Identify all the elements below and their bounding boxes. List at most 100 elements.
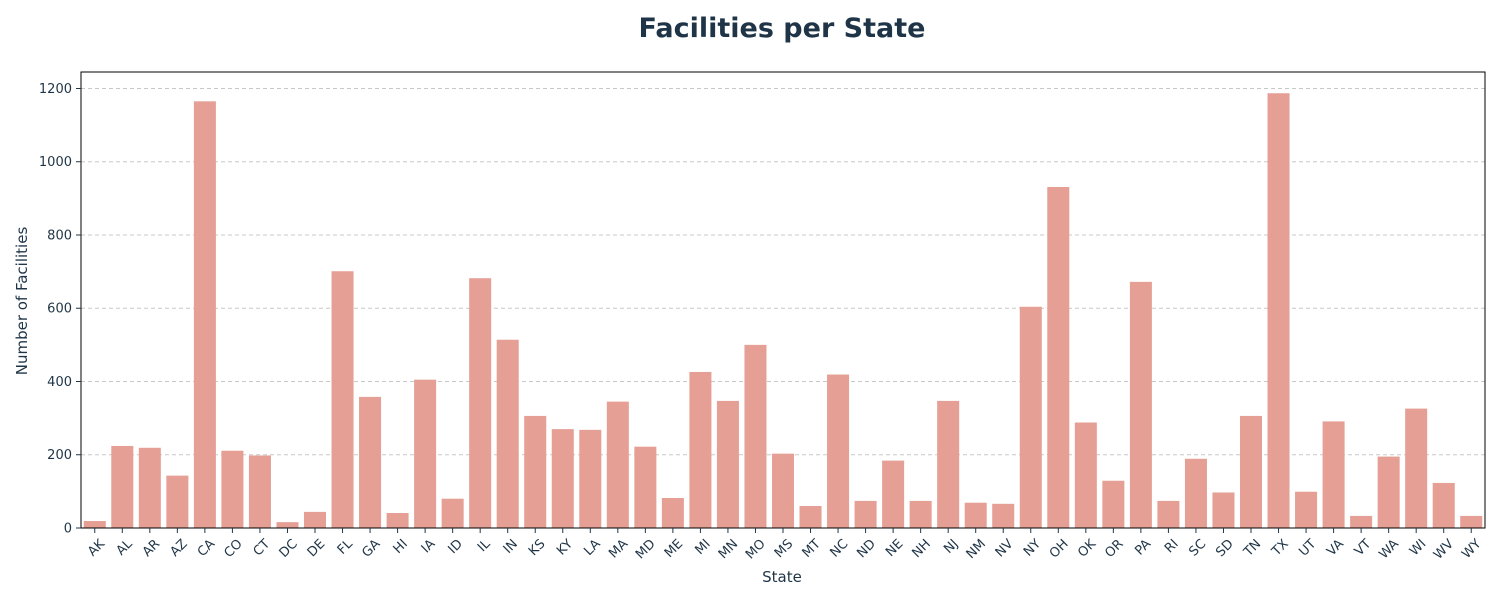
x-tick-label-nh: NH xyxy=(910,537,934,561)
bar-pa xyxy=(1129,281,1152,528)
x-tick-label-wa: WA xyxy=(1376,537,1402,563)
x-tick-label-nc: NC xyxy=(827,537,851,561)
bar-mn xyxy=(716,400,739,528)
bar-nj xyxy=(937,400,960,528)
x-tick-label-id: ID xyxy=(446,537,466,557)
x-tick-label-hi: HI xyxy=(391,537,411,557)
bar-vt xyxy=(1350,515,1373,528)
bar-ny xyxy=(1019,306,1042,528)
x-tick-label-ne: NE xyxy=(883,537,906,560)
bar-tn xyxy=(1239,415,1263,528)
x-tick-label-ky: KY xyxy=(554,537,576,559)
bar-ct xyxy=(248,455,271,528)
bar-nv xyxy=(992,503,1015,528)
x-tick-label-nj: NJ xyxy=(941,537,961,557)
x-tick-label-tn: TN xyxy=(1240,537,1264,561)
bar-ok xyxy=(1074,422,1097,528)
x-tick-label-me: ME xyxy=(662,537,686,561)
bar-co xyxy=(221,450,244,528)
bar-ms xyxy=(771,453,795,528)
x-tick-label-ak: AK xyxy=(85,536,108,559)
x-tick-label-ri: RI xyxy=(1162,537,1182,557)
y-tick-label: 800 xyxy=(47,228,72,243)
bar-ma xyxy=(606,401,629,528)
x-tick-label-al: AL xyxy=(114,536,137,559)
x-tick-label-in: IN xyxy=(501,537,521,557)
bar-nc xyxy=(827,374,850,528)
x-tick-label-tx: TX xyxy=(1269,537,1292,560)
bar-or xyxy=(1102,480,1125,528)
bar-mo xyxy=(744,344,767,528)
bar-sc xyxy=(1184,458,1207,528)
x-tick-label-mn: MN xyxy=(716,537,741,562)
y-tick-label: 400 xyxy=(47,375,72,390)
x-tick-label-md: MD xyxy=(633,537,659,563)
bar-wy xyxy=(1460,515,1483,528)
bar-la xyxy=(579,429,602,528)
bar-md xyxy=(634,446,657,528)
x-tick-label-nm: NM xyxy=(964,537,989,562)
bar-oh xyxy=(1047,187,1070,528)
bar-ak xyxy=(83,521,106,528)
x-axis-ticks: AK AL AR AZ CA CO CT DC DE FL GA HI IA ID IL IN KS KY LA MA… xyxy=(85,528,1485,563)
bar-nm xyxy=(964,502,987,528)
bar-tx xyxy=(1267,93,1290,528)
x-tick-label-wy: WY xyxy=(1459,537,1484,562)
x-tick-label-il: IL xyxy=(475,536,494,555)
y-tick-label: 200 xyxy=(47,448,72,463)
y-tick-label: 1200 xyxy=(39,82,72,97)
x-axis-label: State xyxy=(762,568,802,586)
x-tick-label-ok: OK xyxy=(1075,536,1099,560)
bar-ut xyxy=(1295,491,1318,528)
x-tick-label-ks: KS xyxy=(526,537,548,559)
x-tick-label-mi: MI xyxy=(692,537,713,558)
bar-ne xyxy=(882,460,905,528)
x-tick-label-ia: IA xyxy=(419,537,439,557)
x-tick-label-sc: SC xyxy=(1186,537,1209,560)
bars xyxy=(83,93,1483,528)
y-axis-ticks: 0 200 400 600 800 1000 1200 xyxy=(39,82,81,537)
bar-ri xyxy=(1157,500,1180,528)
bar-fl xyxy=(331,271,354,528)
bar-wa xyxy=(1377,456,1400,528)
x-tick-label-vt: VT xyxy=(1352,537,1375,560)
x-tick-label-pa: PA xyxy=(1132,537,1154,559)
bar-ar xyxy=(138,447,161,528)
chart-title: Facilities per State xyxy=(639,13,926,44)
x-tick-label-co: CO xyxy=(221,537,245,561)
bar-nd xyxy=(854,500,877,528)
x-tick-label-ut: UT xyxy=(1296,537,1319,560)
bar-in xyxy=(496,339,519,528)
bar-dc xyxy=(276,522,299,528)
x-tick-label-oh: OH xyxy=(1047,537,1072,562)
x-tick-label-nd: ND xyxy=(854,537,879,562)
bar-id xyxy=(441,498,464,528)
bar-ks xyxy=(524,415,547,528)
x-tick-label-nv: NV xyxy=(993,537,1017,561)
y-axis-label: Number of Facilities xyxy=(13,227,31,376)
x-tick-label-de: DE xyxy=(305,537,329,561)
bar-ky xyxy=(551,429,574,528)
bar-ca xyxy=(193,101,216,528)
y-tick-label: 600 xyxy=(47,302,72,317)
x-tick-label-ga: GA xyxy=(359,537,383,561)
bar-mt xyxy=(799,506,822,528)
bar-me xyxy=(661,497,684,528)
bar-ia xyxy=(414,379,437,528)
x-tick-label-ct: CT xyxy=(251,537,274,560)
bar-wi xyxy=(1405,408,1428,528)
x-tick-label-ca: CA xyxy=(195,537,218,560)
bar-nh xyxy=(909,500,932,528)
y-tick-label: 0 xyxy=(64,522,72,537)
bar-az xyxy=(166,475,189,528)
x-tick-label-ma: MA xyxy=(606,537,631,562)
bar-sd xyxy=(1212,492,1235,528)
bar-wv xyxy=(1432,482,1455,528)
bar-il xyxy=(469,278,492,528)
bar-hi xyxy=(386,512,409,528)
x-tick-label-ms: MS xyxy=(772,537,796,561)
x-tick-label-ny: NY xyxy=(1021,537,1044,560)
x-tick-label-fl: FL xyxy=(335,536,357,558)
